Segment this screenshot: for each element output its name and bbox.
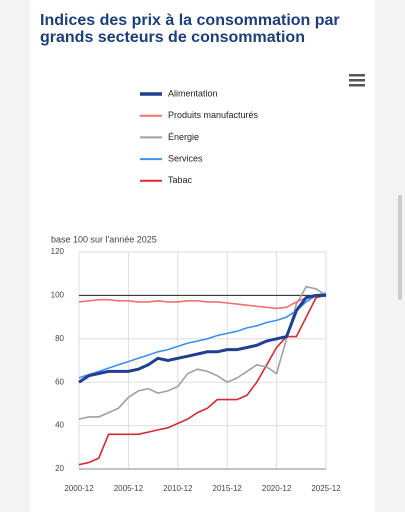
x-tick-label: 2015-12 (213, 484, 243, 493)
y-tick-label: 40 (55, 421, 64, 430)
series-line (78, 292, 327, 379)
legend-label: Alimentation (168, 88, 218, 98)
y-tick-label: 20 (55, 464, 64, 473)
x-tick-label: 2010-12 (163, 484, 193, 493)
x-tick-label: 2000-12 (64, 484, 94, 493)
series-line (78, 294, 326, 310)
x-tick-label: 2020-12 (262, 484, 292, 493)
y-tick-label: 80 (55, 334, 64, 343)
series-line (78, 294, 327, 466)
series-line (78, 293, 326, 384)
legend-label: Produits manufacturés (168, 110, 259, 120)
card (30, 0, 375, 512)
y-tick-label: 100 (51, 291, 65, 300)
y-tick-label: 60 (55, 377, 64, 386)
y-tick-label: 120 (51, 247, 65, 256)
chart-title: Indices des prix à la consommation par g… (40, 12, 340, 46)
y-axis-label: base 100 sur l'année 2025 (51, 234, 157, 244)
series-line (78, 285, 327, 420)
legend-label: Services (168, 153, 203, 163)
x-tick-label: 2005-12 (114, 484, 144, 493)
scrollbar[interactable] (398, 195, 402, 300)
legend-label: Énergie (168, 132, 199, 142)
x-tick-label: 2025-12 (311, 484, 341, 493)
legend-label: Tabac (168, 175, 193, 185)
menu-icon[interactable] (349, 74, 365, 87)
